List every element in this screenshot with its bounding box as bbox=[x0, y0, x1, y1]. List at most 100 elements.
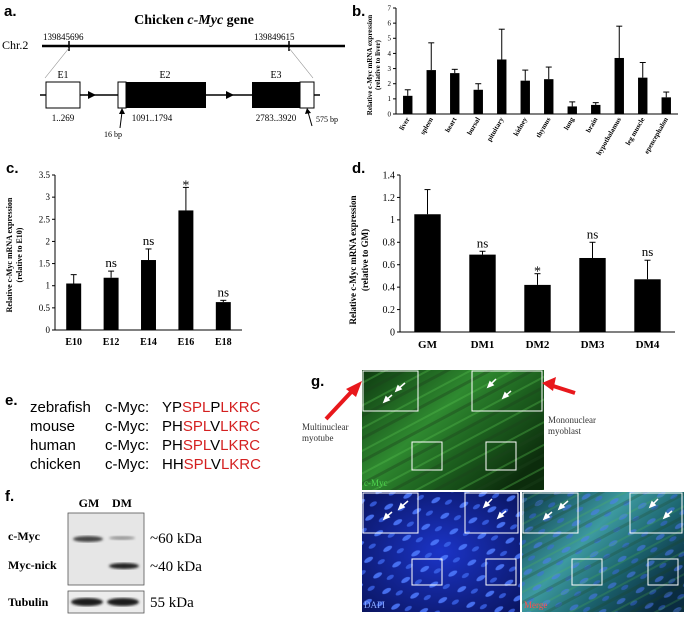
bar bbox=[524, 284, 551, 332]
y-tick-label: 6 bbox=[388, 19, 392, 27]
panel-a-label: a. bbox=[4, 3, 17, 20]
size-40kda: ~40 kDa bbox=[150, 559, 202, 575]
x-tick-label: DM3 bbox=[581, 339, 605, 351]
band-myc-nick: Myc-nick bbox=[8, 558, 57, 572]
y-tick-label: 3 bbox=[388, 65, 392, 73]
seq-part: HH bbox=[162, 456, 184, 473]
x-tick-label: thymus bbox=[534, 116, 552, 139]
y-tick-label: 1.2 bbox=[383, 193, 396, 204]
bar bbox=[450, 73, 460, 114]
seq-part: V bbox=[210, 437, 221, 454]
gene-title: Chicken c-Myc gene bbox=[134, 13, 254, 28]
band-tubulin: Tubulin bbox=[8, 595, 49, 609]
significance-label: ns bbox=[477, 235, 489, 250]
x-tick-label: heart bbox=[444, 115, 459, 133]
significance-label: * bbox=[534, 265, 541, 280]
y-tick-label: 0 bbox=[390, 327, 395, 338]
species-name: human bbox=[30, 437, 76, 454]
significance-label: ns bbox=[105, 255, 117, 270]
seq-part: V bbox=[210, 456, 221, 473]
chart-c-ylabel-1: Relative c-Myc mRNA expression bbox=[5, 197, 14, 312]
gene-diagram: Chicken c-Myc gene Chr.2 139845696 13984… bbox=[2, 13, 345, 139]
bar bbox=[591, 104, 601, 114]
chart-b-ylabel-2: (relative to liver) bbox=[374, 39, 382, 90]
bar bbox=[469, 254, 496, 332]
panel-a: a. Chicken c-Myc gene Chr.2 139845696 13… bbox=[0, 0, 350, 160]
gene-title-suffix: gene bbox=[223, 13, 254, 28]
panel-e-label: e. bbox=[5, 392, 18, 409]
seq-motif: LKRC bbox=[220, 437, 261, 454]
bar bbox=[520, 80, 530, 114]
panel-d-label: d. bbox=[352, 160, 366, 177]
x-tick-label: pituitary bbox=[485, 116, 505, 143]
utr-left-label: 16 bp bbox=[104, 130, 122, 139]
coord-end: 139849615 bbox=[254, 32, 295, 42]
x-tick-label: DM4 bbox=[636, 339, 660, 351]
gene-title-prefix: Chicken bbox=[134, 13, 187, 28]
x-tick-label: epencephalon bbox=[643, 116, 670, 155]
x-tick-label: bursal bbox=[466, 116, 482, 137]
panel-g-label: g. bbox=[311, 373, 325, 390]
seq-part: P bbox=[210, 399, 221, 416]
y-tick-label: 0.5 bbox=[39, 303, 51, 313]
y-tick-label: 2 bbox=[46, 236, 51, 246]
y-tick-label: 5 bbox=[388, 35, 392, 43]
chart-b-ylabel-1: Relative c-Myc mRNA expression bbox=[366, 15, 374, 115]
seq-motif: SPL bbox=[182, 399, 211, 416]
bar bbox=[579, 257, 606, 332]
y-tick-label: 0 bbox=[46, 325, 51, 335]
range-e3: 2783..3920 bbox=[256, 113, 297, 123]
y-tick-label: 2.5 bbox=[39, 214, 51, 224]
bar bbox=[426, 70, 436, 114]
merge-image: Merge bbox=[522, 492, 684, 612]
gene-title-gene: c-Myc bbox=[187, 13, 224, 28]
y-tick-label: 4 bbox=[388, 50, 392, 58]
x-tick-label: E12 bbox=[103, 337, 120, 348]
exon-e1: E1 bbox=[57, 70, 68, 81]
x-tick-label: liver bbox=[398, 116, 412, 132]
merge-image-label: Merge bbox=[524, 600, 547, 610]
exon-e3: E3 bbox=[270, 70, 281, 81]
x-tick-label: GM bbox=[418, 339, 438, 351]
significance-label: ns bbox=[143, 233, 155, 248]
bar bbox=[178, 210, 194, 330]
x-tick-label: brain bbox=[584, 116, 599, 134]
gene-name: c-Myc: bbox=[105, 399, 150, 416]
x-tick-label: DM1 bbox=[471, 339, 495, 351]
x-tick-label: spleen bbox=[419, 116, 435, 136]
chart-b: Relative c-Myc mRNA expression (relative… bbox=[366, 4, 678, 157]
seq-row-zebrafish: zebrafish c-Myc: YPSPLPLKRC bbox=[30, 399, 260, 416]
seq-motif: SPL bbox=[182, 418, 211, 435]
chart-c-ylabel-2: (relative to E10) bbox=[15, 227, 24, 282]
x-tick-label: E10 bbox=[65, 337, 82, 348]
bar bbox=[66, 283, 82, 330]
bar bbox=[638, 77, 648, 114]
y-tick-label: 1 bbox=[390, 215, 395, 226]
y-tick-label: 3 bbox=[46, 192, 51, 202]
y-tick-label: 0.4 bbox=[383, 282, 396, 293]
y-tick-label: 0 bbox=[388, 110, 392, 118]
chromosome-label: Chr.2 bbox=[2, 38, 28, 52]
exon-e2: E2 bbox=[159, 70, 170, 81]
cmyc-image: c-Myc bbox=[362, 370, 544, 490]
y-tick-label: 0.8 bbox=[383, 238, 396, 249]
bar bbox=[661, 97, 671, 114]
seq-row-mouse: mouse c-Myc: PHSPLVLKRC bbox=[30, 418, 260, 435]
seq-row-human: human c-Myc: PHSPLVLKRC bbox=[30, 437, 260, 454]
gene-name: c-Myc: bbox=[105, 418, 150, 435]
bar bbox=[141, 260, 156, 330]
y-tick-label: 7 bbox=[388, 4, 392, 12]
y-tick-label: 1.5 bbox=[39, 259, 51, 269]
bar bbox=[215, 302, 231, 330]
bar bbox=[103, 277, 119, 330]
panel-f-label: f. bbox=[5, 488, 15, 505]
seq-motif: LKRC bbox=[220, 418, 261, 435]
annotation-myoblast: Mononuclear myoblast bbox=[548, 415, 596, 436]
seq-part: V bbox=[210, 418, 221, 435]
panel-b-label: b. bbox=[352, 3, 366, 20]
coord-start: 139845696 bbox=[43, 32, 84, 42]
seq-row-chicken: chicken c-Myc: HHSPLVLKRC bbox=[30, 456, 261, 473]
y-tick-label: 0.6 bbox=[383, 260, 396, 271]
range-e1: 1..269 bbox=[52, 113, 75, 123]
bar bbox=[544, 79, 554, 114]
